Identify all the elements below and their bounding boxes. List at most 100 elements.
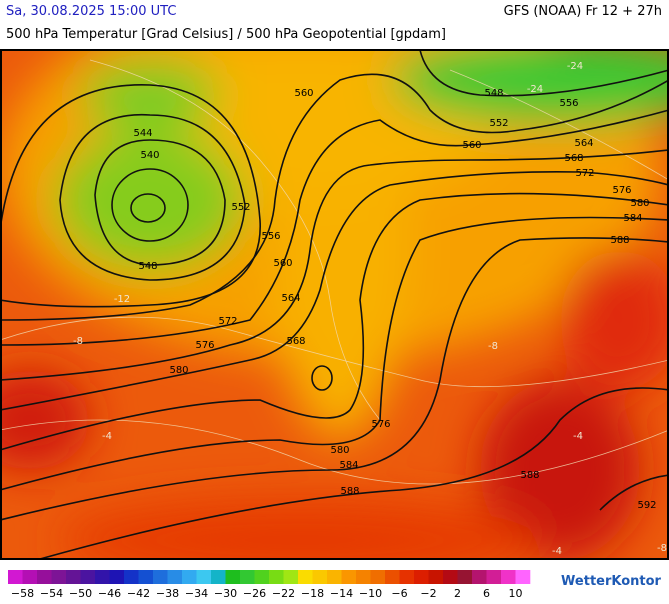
- colorbar-swatch: [370, 570, 386, 584]
- temperature-label: -12: [114, 294, 130, 305]
- colorbar-swatch: [182, 570, 197, 584]
- contour-label: 580: [330, 445, 349, 456]
- colorbar-swatch: [283, 570, 299, 584]
- colorbar-swatch: [269, 570, 284, 584]
- contour-label: 556: [261, 231, 280, 242]
- colorbar-swatch: [240, 570, 255, 584]
- subtitle: 500 hPa Temperatur [Grad Celsius] / 500 …: [6, 27, 446, 42]
- colorbar-label: −6: [391, 587, 407, 600]
- colorbar-swatch: [501, 570, 516, 584]
- colorbar-swatch: [51, 570, 67, 584]
- contour-label: 568: [564, 153, 583, 164]
- colorbar-swatch: [472, 570, 487, 584]
- colorbar-swatch: [399, 570, 415, 584]
- contour-label: 576: [612, 185, 631, 196]
- temperature-label: -4: [552, 546, 562, 557]
- contour-label: 584: [623, 213, 642, 224]
- contour-label: 556: [559, 98, 578, 109]
- colorbar-swatch: [457, 570, 473, 584]
- contour-label: 576: [371, 419, 390, 430]
- colorbar-swatch: [443, 570, 458, 584]
- colorbar-label: 6: [483, 587, 490, 600]
- contour-label: 572: [218, 316, 237, 327]
- colorbar-swatch: [196, 570, 212, 584]
- colorbar-swatch: [341, 570, 357, 584]
- contour-label: 592: [637, 500, 656, 511]
- colorbar-label: −46: [98, 587, 121, 600]
- colorbar-label: −38: [156, 587, 179, 600]
- colorbar-swatch: [138, 570, 154, 584]
- colorbar-label: −50: [69, 587, 92, 600]
- contour-label: 564: [281, 293, 300, 304]
- contour-label: 548: [484, 88, 503, 99]
- colorbar-swatch: [254, 570, 270, 584]
- datetime: Sa, 30.08.2025 15:00 UTC: [6, 4, 176, 19]
- logo: WetterKontor: [561, 574, 662, 589]
- colorbar-swatch: [153, 570, 168, 584]
- contour-label: 560: [294, 88, 313, 99]
- colorbar-swatch: [95, 570, 110, 584]
- model-run: GFS (NOAA) Fr 12 + 27h: [504, 4, 662, 19]
- colorbar-swatch: [414, 570, 429, 584]
- colorbar-swatch: [312, 570, 328, 584]
- temperature-label: -24: [527, 84, 543, 95]
- temperature-label: -8: [657, 543, 667, 554]
- colorbar-swatch: [486, 570, 502, 584]
- colorbar-swatch: [109, 570, 125, 584]
- colorbar: −58 −54 −50 −46 −42 −38 −34 −30 −26 −22 −18 −14 −10−…: [8, 570, 531, 600]
- colorbar-swatch: [37, 570, 52, 584]
- contour-label: 572: [575, 168, 594, 179]
- colorbar-label: −42: [127, 587, 150, 600]
- temperature-label: -4: [102, 431, 112, 442]
- colorbar-label: −22: [272, 587, 295, 600]
- contour-label: 564: [574, 138, 593, 149]
- contour-label: 540: [140, 150, 159, 161]
- colorbar-swatch: [211, 570, 226, 584]
- colorbar-label: −2: [420, 587, 436, 600]
- colorbar-label: −10: [359, 587, 382, 600]
- contour-label: 584: [339, 460, 358, 471]
- contour-label: 580: [169, 365, 188, 376]
- contour-label: 588: [340, 486, 359, 497]
- colorbar-swatch: [66, 570, 81, 584]
- contour-label: 588: [520, 470, 539, 481]
- colorbar-label: −30: [214, 587, 237, 600]
- contour-label: 560: [273, 258, 292, 269]
- colorbar-swatch: [225, 570, 241, 584]
- colorbar-swatch: [428, 570, 444, 584]
- map-frame: [0, 49, 669, 560]
- colorbar-swatch: [124, 570, 139, 584]
- colorbar-swatch: [356, 570, 371, 584]
- contour-label: 560: [462, 140, 481, 151]
- contour-label: 552: [231, 202, 250, 213]
- colorbar-swatch: [327, 570, 342, 584]
- contour-label: 580: [630, 198, 649, 209]
- colorbar-swatch: [385, 570, 400, 584]
- contour-label: 568: [286, 336, 305, 347]
- contour-label: 552: [489, 118, 508, 129]
- colorbar-label: −26: [243, 587, 266, 600]
- colorbar-swatch: [22, 570, 38, 584]
- colorbar-swatch: [80, 570, 96, 584]
- map: 560 548 556 552 544 540 560 564 568 572 576 580 584 5…: [1, 50, 668, 559]
- contour-label: 548: [138, 261, 157, 272]
- colorbar-label: −58: [11, 587, 34, 600]
- temperature-label: -24: [567, 61, 583, 72]
- contour-label: 576: [195, 340, 214, 351]
- colorbar-label: 2: [454, 587, 461, 600]
- colorbar-label: −34: [185, 587, 208, 600]
- colorbar-swatch: [298, 570, 313, 584]
- colorbar-swatch: [167, 570, 183, 584]
- colorbar-label: 10: [509, 587, 523, 600]
- contour-label: 588: [610, 235, 629, 246]
- contour-label: 544: [133, 128, 152, 139]
- colorbar-swatch: [515, 570, 531, 584]
- colorbar-label: −14: [330, 587, 353, 600]
- temperature-label: -4: [573, 431, 583, 442]
- temperature-label: -8: [73, 336, 83, 347]
- colorbar-label: −18: [301, 587, 324, 600]
- colorbar-label: −54: [40, 587, 63, 600]
- temperature-label: -8: [488, 341, 498, 352]
- colorbar-swatch: [8, 570, 23, 584]
